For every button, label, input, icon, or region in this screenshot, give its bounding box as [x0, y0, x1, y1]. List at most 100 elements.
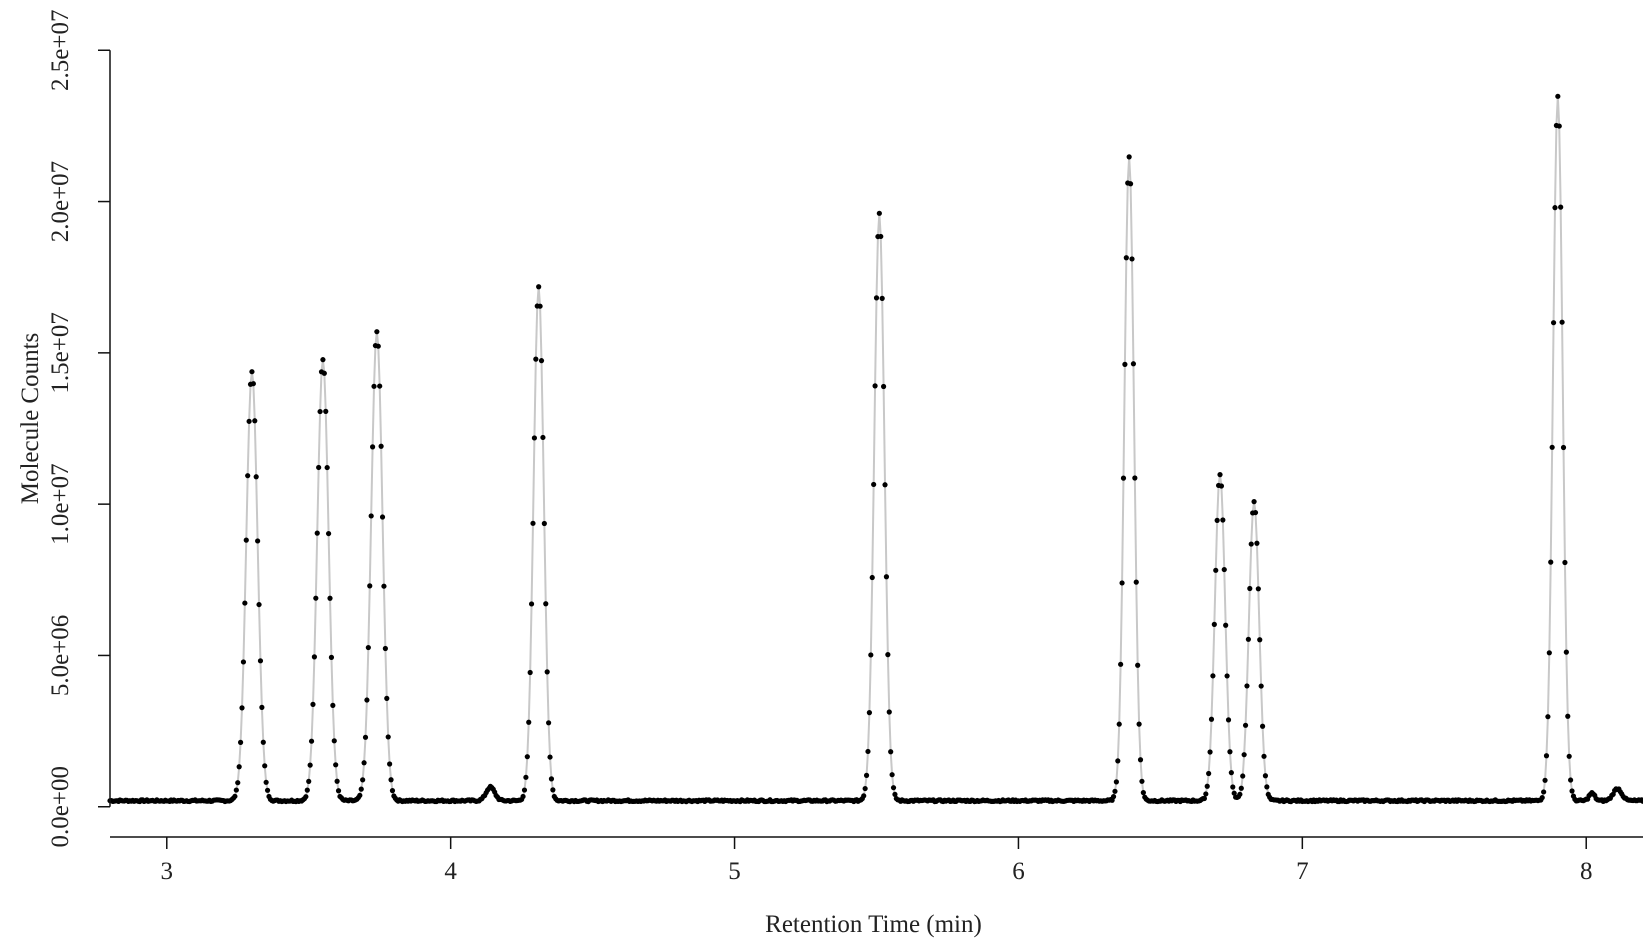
data-point — [1563, 649, 1569, 655]
x-axis-ticks: 3 4 5 6 7 8 — [161, 837, 1592, 885]
data-point — [1120, 475, 1127, 481]
data-point — [1558, 204, 1564, 210]
data-point — [368, 513, 374, 519]
data-point — [1261, 753, 1267, 759]
data-point — [524, 754, 530, 760]
data-point — [367, 583, 373, 589]
data-point — [389, 788, 396, 794]
data-point — [1244, 683, 1250, 689]
data-point — [236, 764, 242, 770]
data-point — [1566, 753, 1572, 759]
data-point — [871, 481, 877, 488]
data-point — [333, 762, 339, 768]
y-axis-ticks: 0.0e+00 5.0e+06 1.0e+07 1.5e+07 2.0e+07 2.5e+… — [47, 10, 110, 847]
data-point — [361, 760, 367, 766]
data-point — [377, 383, 383, 389]
data-point — [531, 435, 538, 441]
data-point — [316, 464, 322, 471]
data-point — [888, 749, 894, 755]
data-point — [1126, 154, 1132, 160]
x-tick-label: 7 — [1296, 858, 1309, 885]
y-axis-title: Molecule Counts — [17, 333, 44, 505]
data-point — [882, 482, 888, 488]
data-point — [240, 659, 247, 665]
data-point — [1245, 636, 1251, 642]
data-point — [252, 418, 258, 424]
data-point — [1565, 713, 1571, 719]
data-point — [861, 793, 867, 799]
data-point — [1241, 752, 1247, 758]
y-tick-label: 1.0e+07 — [47, 463, 74, 544]
data-point — [1569, 788, 1575, 794]
data-point — [889, 772, 895, 778]
data-point — [384, 695, 390, 701]
data-point — [1560, 444, 1567, 451]
data-point — [1115, 758, 1121, 764]
data-point — [1139, 778, 1145, 784]
data-point — [374, 329, 380, 335]
trace-line — [109, 96, 1643, 803]
data-point — [1231, 790, 1237, 796]
data-point — [370, 444, 376, 450]
data-point — [321, 370, 327, 376]
data-point — [257, 658, 264, 664]
data-point — [865, 748, 871, 755]
data-point — [327, 595, 333, 601]
data-point — [235, 780, 241, 786]
data-point — [1110, 794, 1117, 800]
data-point — [530, 520, 536, 526]
data-point — [1264, 784, 1270, 790]
x-axis-title: Retention Time (min) — [765, 911, 982, 938]
data-point — [308, 738, 315, 744]
data-point — [357, 792, 363, 799]
data-point — [1542, 777, 1548, 783]
data-point — [317, 408, 323, 415]
data-point — [1225, 717, 1232, 723]
data-point — [243, 537, 249, 543]
data-point — [547, 754, 553, 760]
data-point — [537, 303, 543, 309]
data-point — [876, 210, 882, 216]
data-point — [1539, 795, 1545, 801]
data-point — [1210, 673, 1216, 679]
data-point — [1228, 770, 1234, 776]
data-point — [869, 574, 875, 581]
data-point — [306, 778, 312, 784]
data-point — [335, 788, 342, 794]
data-point — [256, 601, 262, 608]
data-point — [1640, 798, 1643, 804]
data-point — [1129, 256, 1135, 262]
data-point — [358, 786, 364, 792]
data-point — [543, 601, 549, 607]
data-point — [890, 785, 897, 791]
data-point — [546, 720, 552, 726]
data-point — [1136, 721, 1142, 727]
data-point — [1118, 661, 1124, 667]
data-point — [862, 785, 868, 792]
data-point — [1201, 795, 1207, 802]
data-point — [324, 464, 330, 471]
data-point — [371, 383, 377, 389]
data-point — [879, 295, 885, 301]
data-point — [364, 697, 370, 703]
data-point — [1223, 622, 1229, 628]
data-point — [362, 734, 369, 740]
data-point — [1552, 205, 1558, 211]
data-point — [868, 652, 874, 658]
data-point — [1140, 790, 1146, 796]
data-point — [328, 654, 335, 660]
data-point — [325, 530, 332, 537]
data-point — [872, 383, 878, 389]
data-point — [1208, 716, 1215, 722]
data-point — [379, 514, 386, 520]
data-point — [526, 719, 532, 725]
data-point — [310, 701, 316, 707]
data-point — [1240, 773, 1246, 779]
data-point — [1541, 789, 1547, 795]
data-point — [1562, 559, 1568, 566]
data-point — [533, 356, 539, 362]
y-tick-label: 2.5e+07 — [47, 10, 74, 91]
x-tick-label: 5 — [728, 858, 741, 885]
data-point — [239, 705, 245, 711]
plot-area — [107, 93, 1643, 805]
